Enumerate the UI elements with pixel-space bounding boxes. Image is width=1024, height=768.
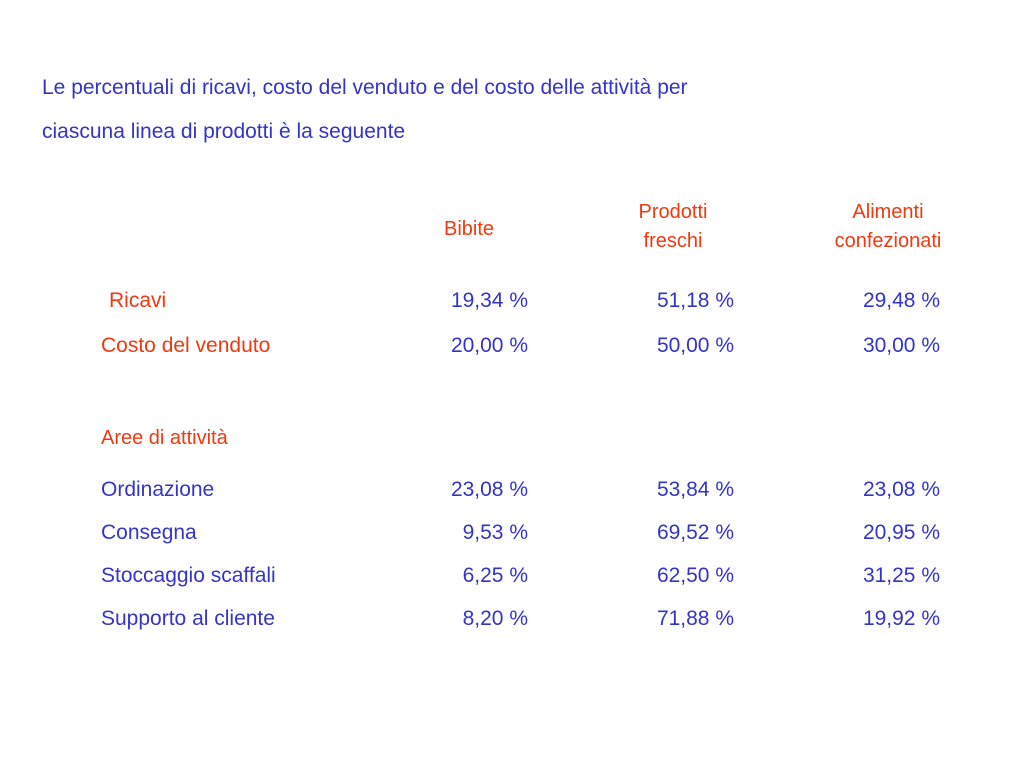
cell-consegna-confezionati: 20,95 %	[862, 521, 940, 544]
page-title: Le percentuali di ricavi, costo del vend…	[42, 66, 942, 154]
section-header-aree-attivita: Aree di attività	[101, 427, 228, 449]
cell-ordinazione-confezionati: 23,08 %	[862, 478, 940, 501]
column-header-bibite: Bibite	[410, 215, 528, 244]
column-header-confezionati-label: confezionati	[834, 230, 942, 252]
cell-stoccaggio-freschi: 62,50 %	[656, 564, 734, 587]
row-label-costo-venduto: Costo del venduto	[101, 334, 271, 357]
cell-costo-venduto-confezionati: 30,00 %	[862, 334, 940, 357]
column-header-alimenti-label: Alimenti	[852, 201, 924, 223]
cell-costo-venduto-freschi: 50,00 %	[656, 334, 734, 357]
title-line-1: Le percentuali di ricavi, costo del vend…	[42, 76, 688, 99]
cell-stoccaggio-bibite: 6,25 %	[462, 564, 528, 587]
cell-ricavi-bibite: 19,34 %	[450, 289, 528, 312]
row-label-consegna: Consegna	[101, 521, 197, 544]
cell-costo-venduto-bibite: 20,00 %	[450, 334, 528, 357]
column-header-prodotti-freschi: Prodotti freschi	[600, 198, 746, 256]
column-header-bibite-label: Bibite	[443, 218, 495, 240]
cell-supporto-freschi: 71,88 %	[656, 607, 734, 630]
cell-ricavi-freschi: 51,18 %	[656, 289, 734, 312]
cell-consegna-bibite: 9,53 %	[462, 521, 528, 544]
column-header-alimenti-confezionati: Alimenti confezionati	[800, 198, 976, 256]
row-label-ricavi: Ricavi	[109, 289, 167, 312]
column-header-prodotti-label: Prodotti	[638, 201, 708, 223]
row-label-stoccaggio-scaffali: Stoccaggio scaffali	[101, 564, 276, 587]
cell-ordinazione-bibite: 23,08 %	[450, 478, 528, 501]
cell-ricavi-confezionati: 29,48 %	[862, 289, 940, 312]
cell-supporto-confezionati: 19,92 %	[862, 607, 940, 630]
row-label-supporto-cliente: Supporto al cliente	[101, 607, 275, 630]
title-line-2: ciascuna linea di prodotti è la seguente	[42, 120, 406, 143]
row-label-ordinazione: Ordinazione	[101, 478, 215, 501]
cell-ordinazione-freschi: 53,84 %	[656, 478, 734, 501]
cell-stoccaggio-confezionati: 31,25 %	[862, 564, 940, 587]
cell-consegna-freschi: 69,52 %	[656, 521, 734, 544]
column-header-freschi-label: freschi	[643, 230, 703, 252]
cell-supporto-bibite: 8,20 %	[462, 607, 528, 630]
